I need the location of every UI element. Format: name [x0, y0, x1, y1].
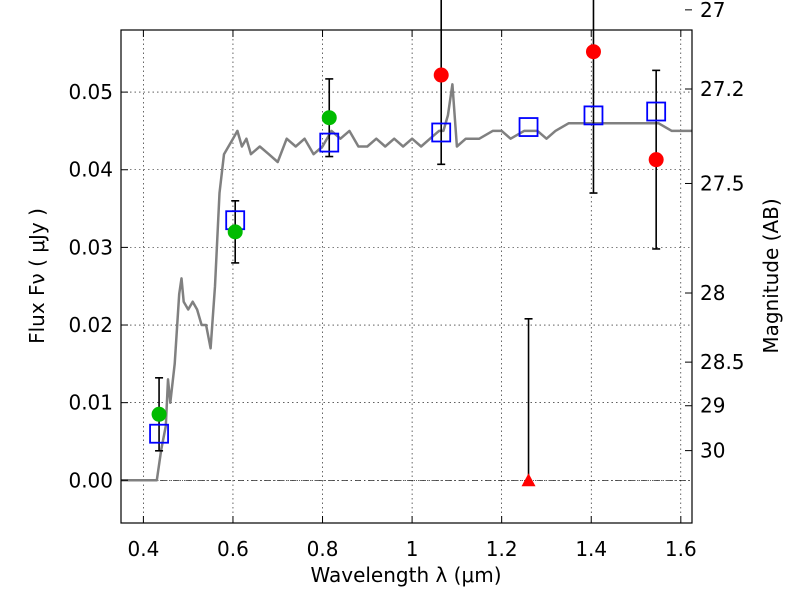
- observed-flux-green: [151, 406, 167, 422]
- model-flux-square: [646, 101, 667, 122]
- observed-flux-red: [433, 67, 449, 83]
- observed-flux-green: [227, 224, 243, 240]
- mag-tick-label: 27: [700, 0, 725, 22]
- x-axis-label: Wavelength λ (μm): [310, 563, 501, 587]
- mag-tick-label: 28: [700, 281, 725, 305]
- x-tick-label: 0.4: [127, 537, 159, 561]
- observed-flux-green: [321, 110, 337, 126]
- y-axis-label: Flux Fν ( μJy ): [25, 208, 49, 344]
- observed-flux-red: [648, 152, 664, 168]
- y-tick-label: 0.05: [68, 80, 113, 104]
- x-tick-label: 0.8: [307, 537, 339, 561]
- x-tick-label: 1.6: [665, 537, 697, 561]
- model-flux-square: [518, 117, 539, 137]
- mag-tick-label: 27.5: [700, 171, 745, 195]
- y-tick-label: 0.04: [68, 158, 113, 182]
- mag-tick-label: 28.5: [700, 350, 745, 374]
- x-tick-label: 0.6: [217, 537, 249, 561]
- model-spectrum: [121, 83, 692, 482]
- y-tick-label: 0.02: [68, 313, 113, 337]
- model-spectrum-line: [121, 83, 692, 482]
- model-flux-square: [583, 105, 604, 126]
- plot-frame: [120, 29, 693, 524]
- data-markers: [149, 44, 667, 487]
- mag-tick-label: 29: [700, 394, 725, 418]
- axis-ticks: 0.4 0.6 0.8 1 1.2 1.4 1.6 0.00 0.01 0.02 0.03 0.04 0…: [68, 0, 744, 561]
- observed-flux-red: [585, 44, 601, 60]
- model-flux-square: [319, 132, 340, 153]
- y-tick-label: 0.03: [68, 235, 113, 259]
- mag-tick-label: 27.2: [700, 77, 745, 101]
- model-flux-square: [149, 423, 169, 444]
- mag-tick-label: 30: [700, 439, 725, 463]
- x-tick-label: 1.2: [486, 537, 518, 561]
- y-tick-label: 0.01: [68, 391, 113, 415]
- x-tick-label: 1: [406, 537, 419, 561]
- model-flux-square: [431, 122, 452, 143]
- x-tick-label: 1.4: [575, 537, 607, 561]
- upper-limit-triangle: [521, 473, 536, 487]
- right-axis-label: Magnitude (AB): [759, 198, 783, 353]
- y-tick-label: 0.00: [68, 468, 113, 492]
